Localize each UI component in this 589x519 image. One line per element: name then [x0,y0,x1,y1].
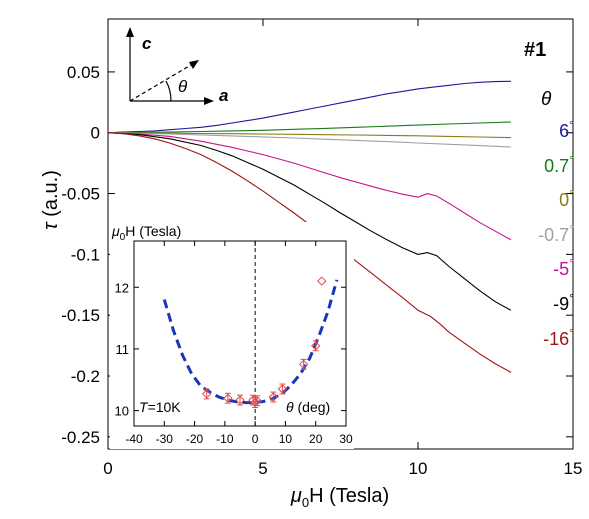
c-axis-arrowhead [126,27,134,37]
legend-entry-degree: ° [569,153,574,167]
inset-y-label-main: H (Tesla) [125,223,181,239]
field-direction-arrow [129,61,197,102]
legend-entry-value: -5 [553,259,569,279]
inset-y-label-sub: 0 [120,232,126,243]
legend-entry: -0.7° [538,222,574,245]
legend-entry-degree: ° [569,222,574,236]
temperature-annotation: T=10K [139,399,181,415]
c-axis-label: c [142,34,152,53]
inset-data-point [317,276,327,286]
temperature-symbol: T [139,399,149,415]
legend-entry: -16° [543,326,574,349]
legend-entry-value: -16 [543,329,569,349]
inset-data-point [277,384,288,394]
series-line [107,121,512,134]
inset-frame [133,240,347,427]
y-tick-label: -0.1 [71,245,100,264]
x-tick-label: 0 [103,459,112,478]
legend-entry-value: -0.7 [538,225,569,245]
series-line [107,132,512,311]
legend-entry: 0.7° [544,153,574,176]
series-line [107,132,512,139]
legend-entry: -9° [553,291,574,314]
x-axis-label-mu: μ [290,485,302,507]
legend-entry-value: 0 [559,190,569,210]
y-axis-label: τ (a.u.) [40,170,62,230]
inset-x-axis-label: θ (deg) [286,399,330,415]
inset-y-tick-label: 10 [115,404,129,419]
y-tick-label: -0.2 [71,367,100,386]
x-axis-label-main: H (Tesla) [309,485,389,507]
inset-y-axis-label: μ0H (Tesla) [111,223,181,243]
series-line [107,132,512,241]
inset-x-tick-label: 10 [279,432,293,446]
legend-entry: -5° [553,256,574,279]
crystal-axes-diagram [126,27,214,105]
field-direction-arrowhead [189,60,199,69]
x-tick-label: 15 [564,459,583,478]
a-axis-arrowhead [204,97,214,105]
series-line [107,80,512,134]
y-axis-label-unit: (a.u.) [40,170,62,222]
inset-data-point [298,359,309,370]
x-axis-label: μ0H (Tesla) [290,485,389,510]
inset-background [110,222,354,449]
legend-entry: 6° [559,118,574,141]
inset-x-tick-label: -20 [186,432,204,446]
x-axis-label-sub: 0 [302,495,309,510]
a-axis-label: a [219,86,228,105]
inset-x-tick-label: -40 [125,432,143,446]
inset-data-point [201,389,212,399]
y-tick-label: -0.05 [61,185,100,204]
y-tick-label: 0.05 [67,63,100,82]
inset-x-tick-label: 30 [339,432,353,446]
inset-x-tick-label: 0 [252,432,259,446]
inset-ticks: -40 -30 -20 -10 0 10 20 30 10 11 12 [115,241,353,446]
y-tick-label: -0.25 [61,428,100,447]
inset-data-point [250,397,260,408]
inset-data-point [235,395,245,405]
inset-x-label-theta: θ [286,399,294,415]
legend-title: θ [541,89,552,110]
inset-data-point [311,341,321,351]
y-tick-label: 0 [91,124,100,143]
legend-entry: 0° [559,187,574,210]
y-axis-label-symbol: τ [40,221,62,230]
legend-entry-degree: ° [569,291,574,305]
legend: 6°0.7°0°-0.7°-5°-9°-16° [538,118,574,349]
inset-data-point [223,393,233,403]
legend-entry-degree: ° [569,326,574,340]
inset-x-tick-label: 20 [309,432,323,446]
inset-points-group [201,276,327,408]
inset-data-point [252,396,262,406]
legend-entry-value: -9 [553,294,569,314]
series-line [107,132,512,148]
theta-angle-arc [165,80,172,102]
sample-label: #1 [524,39,546,61]
x-tick-label: 5 [258,459,267,478]
legend-entry-degree: ° [569,118,574,132]
legend-entry-value: 0.7 [544,156,569,176]
inset-x-tick-label: -30 [156,432,174,446]
theta-angle-label: θ [178,77,188,96]
x-tick-label: 10 [409,459,428,478]
temperature-value: =10K [148,399,182,415]
inset-y-tick-label: 12 [115,280,129,295]
main-ticks: 0 5 10 15 0.05 0 -0.05 -0.1 -0.15 -0.2 -0.25 [61,19,582,478]
main-series-group [107,80,512,373]
legend-entry-degree: ° [569,256,574,270]
inset-x-label-unit: (deg) [294,399,331,415]
legend-entry-value: 6 [559,121,569,141]
inset-y-label-mu: μ [111,223,120,239]
inset-data-point [268,392,279,402]
y-tick-label: -0.15 [61,306,100,325]
main-plot: 0 5 10 15 0.05 0 -0.05 -0.1 -0.15 -0.2 -0.25 c a θ… [61,18,582,478]
inset-x-tick-label: -10 [216,432,234,446]
legend-entry-degree: ° [569,187,574,201]
inset-y-tick-label: 11 [116,342,130,357]
